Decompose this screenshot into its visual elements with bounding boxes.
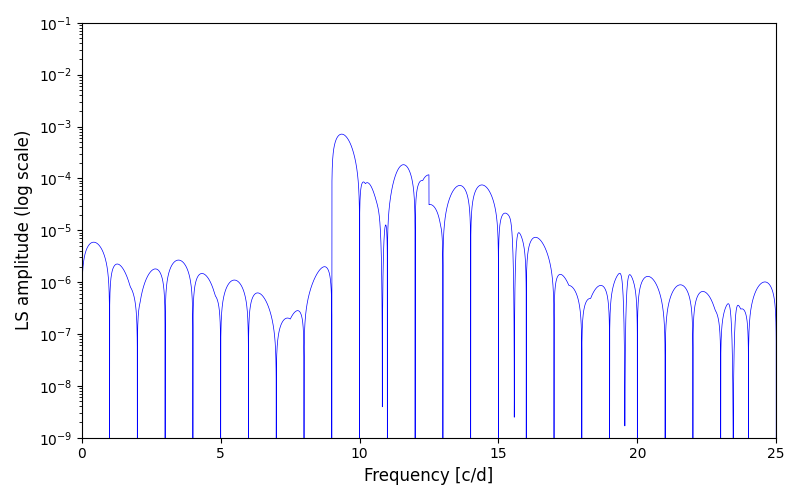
Y-axis label: LS amplitude (log scale): LS amplitude (log scale) bbox=[15, 130, 33, 330]
X-axis label: Frequency [c/d]: Frequency [c/d] bbox=[364, 467, 494, 485]
